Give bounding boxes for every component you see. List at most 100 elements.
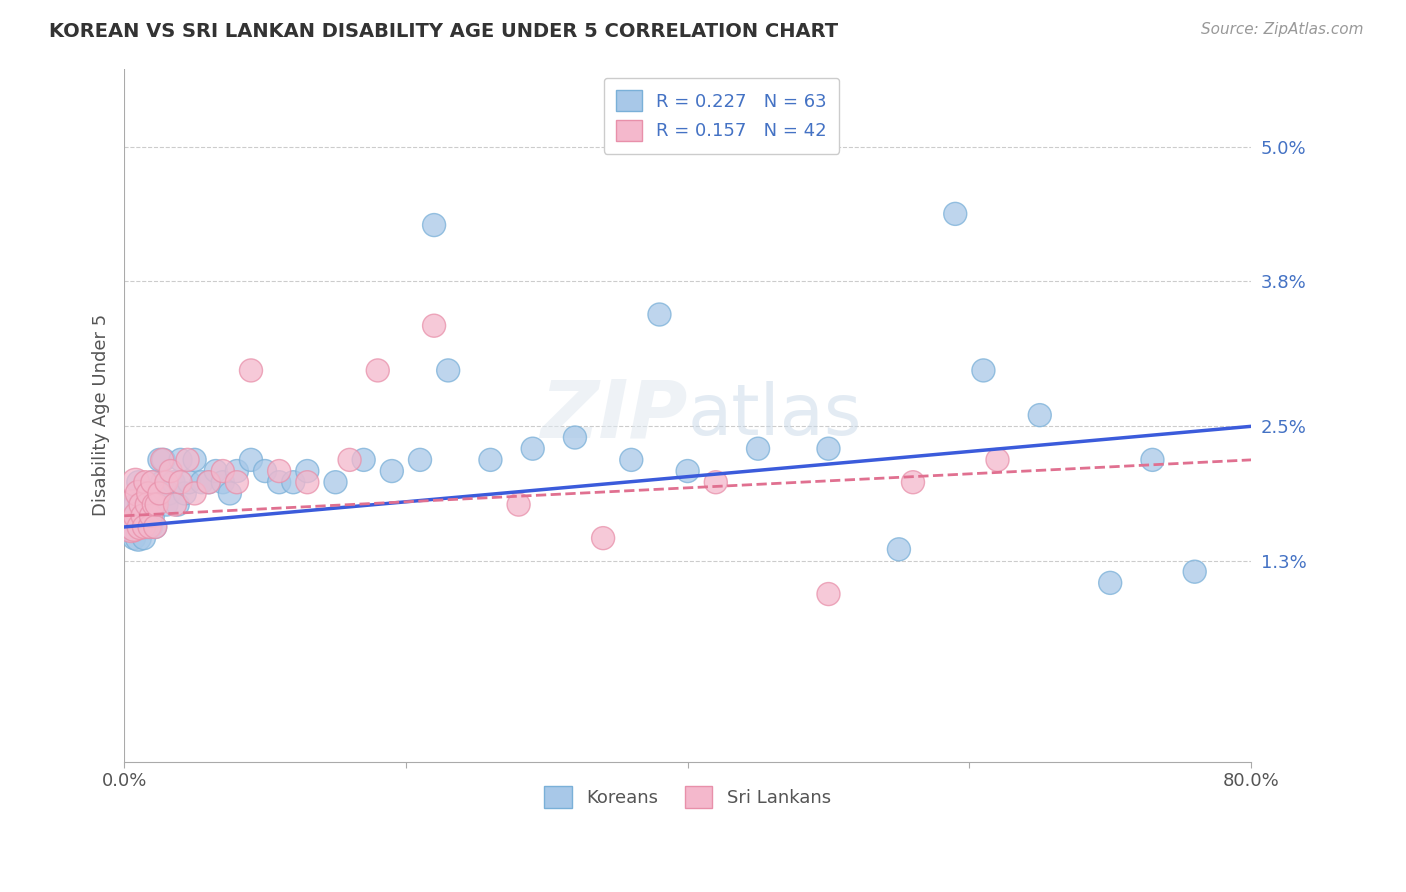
Text: KOREAN VS SRI LANKAN DISABILITY AGE UNDER 5 CORRELATION CHART: KOREAN VS SRI LANKAN DISABILITY AGE UNDE… <box>49 22 838 41</box>
Point <box>142 498 165 512</box>
Point <box>817 587 839 601</box>
Point <box>339 453 361 467</box>
Point <box>437 363 460 377</box>
Point <box>139 520 162 534</box>
Point <box>197 475 219 490</box>
Point <box>143 520 166 534</box>
Text: Source: ZipAtlas.com: Source: ZipAtlas.com <box>1201 22 1364 37</box>
Text: ZIP: ZIP <box>540 376 688 454</box>
Point <box>423 218 446 232</box>
Point <box>240 363 263 377</box>
Point <box>176 453 198 467</box>
Point <box>817 442 839 456</box>
Point <box>297 464 319 478</box>
Point <box>141 475 163 490</box>
Point <box>138 520 160 534</box>
Point <box>901 475 924 490</box>
Point <box>269 475 291 490</box>
Point <box>353 453 375 467</box>
Point <box>409 453 432 467</box>
Point <box>1184 565 1206 579</box>
Point <box>254 464 277 478</box>
Point <box>163 498 186 512</box>
Point <box>564 430 586 444</box>
Point <box>183 453 205 467</box>
Legend: Koreans, Sri Lankans: Koreans, Sri Lankans <box>537 779 838 815</box>
Point <box>135 520 157 534</box>
Point <box>943 207 966 221</box>
Point <box>1142 453 1164 467</box>
Point <box>128 520 150 534</box>
Point <box>197 475 219 490</box>
Point <box>747 442 769 456</box>
Point <box>155 498 177 512</box>
Point <box>190 475 212 490</box>
Point <box>381 464 404 478</box>
Point <box>120 520 142 534</box>
Point <box>136 498 159 512</box>
Point <box>218 486 240 500</box>
Point <box>150 453 173 467</box>
Point <box>141 508 163 523</box>
Point <box>136 486 159 500</box>
Point <box>204 464 226 478</box>
Point <box>131 508 153 523</box>
Point <box>128 498 150 512</box>
Point <box>225 464 247 478</box>
Point <box>122 531 145 545</box>
Point <box>157 486 180 500</box>
Point <box>986 453 1008 467</box>
Point <box>139 508 162 523</box>
Point <box>131 508 153 523</box>
Point <box>183 486 205 500</box>
Point <box>367 363 389 377</box>
Point <box>141 475 163 490</box>
Point <box>325 475 347 490</box>
Point <box>125 508 148 523</box>
Point <box>148 453 170 467</box>
Point <box>1099 575 1122 590</box>
Point <box>522 442 544 456</box>
Point <box>138 508 160 523</box>
Point <box>887 542 910 557</box>
Point <box>132 520 155 534</box>
Point <box>135 498 157 512</box>
Point <box>166 498 188 512</box>
Point <box>676 464 699 478</box>
Point <box>159 464 181 478</box>
Point <box>127 531 149 545</box>
Point <box>127 475 149 490</box>
Point <box>162 475 184 490</box>
Point <box>124 498 146 512</box>
Point <box>129 498 152 512</box>
Point <box>423 318 446 333</box>
Point <box>122 520 145 534</box>
Point <box>148 486 170 500</box>
Point <box>177 475 200 490</box>
Point <box>1029 408 1052 422</box>
Point <box>173 486 195 500</box>
Point <box>240 453 263 467</box>
Point <box>508 498 530 512</box>
Point <box>142 498 165 512</box>
Point <box>150 475 173 490</box>
Point <box>125 508 148 523</box>
Y-axis label: Disability Age Under 5: Disability Age Under 5 <box>93 314 110 516</box>
Point <box>155 475 177 490</box>
Point <box>972 363 994 377</box>
Point <box>143 520 166 534</box>
Point <box>132 531 155 545</box>
Point <box>620 453 643 467</box>
Point <box>124 475 146 490</box>
Point <box>211 464 233 478</box>
Point <box>145 486 167 500</box>
Point <box>704 475 727 490</box>
Point <box>134 486 156 500</box>
Point <box>169 475 191 490</box>
Point <box>120 520 142 534</box>
Point <box>169 453 191 467</box>
Point <box>129 520 152 534</box>
Point <box>152 453 174 467</box>
Point <box>225 475 247 490</box>
Point <box>269 464 291 478</box>
